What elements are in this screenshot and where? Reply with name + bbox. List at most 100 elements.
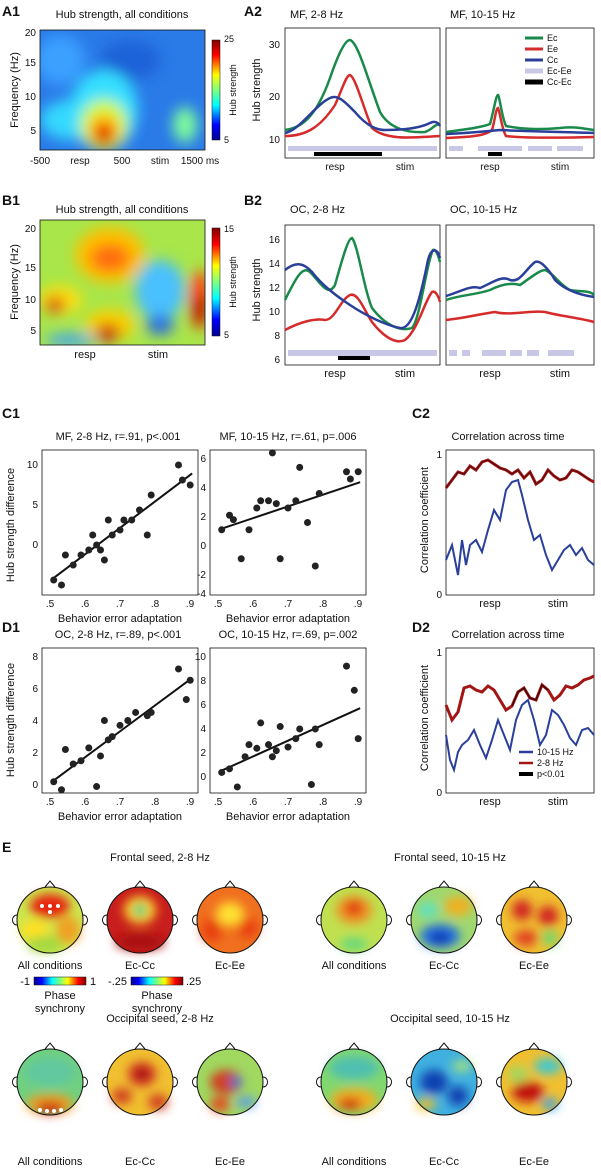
d1l-point-18 [186, 676, 194, 684]
c1-ylabel: Hub strength difference [5, 468, 17, 582]
c2-title: Correlation across time [451, 431, 564, 443]
c1-right-ytick-m2: -2 [197, 570, 206, 581]
a1-cbar-min: 5 [224, 135, 229, 145]
d1-right-ytick-2: 2 [200, 748, 206, 759]
legend-ec-ee: Ec-Ee [547, 66, 572, 76]
c1r-point-0 [218, 526, 226, 534]
a2-ytick-30: 30 [269, 40, 281, 51]
c1l-point-3 [69, 561, 77, 569]
b2-left-xtick-resp: resp [324, 368, 345, 380]
d2-title: Correlation across time [451, 629, 564, 641]
panel-label-d2: D2 [412, 619, 430, 635]
d2-plot: 1 0 10-15 Hz 2-8 Hz p<0.01 resp stim [436, 647, 595, 808]
d1r-point-18 [350, 686, 358, 694]
e-cbar1 [33, 976, 87, 986]
c1-right-ytick-4: 4 [200, 483, 206, 494]
b2-left-xtick-stim: stim [395, 368, 415, 380]
a1-heatmap [40, 30, 205, 150]
c1r-point-8 [268, 449, 276, 457]
c1-left-xtick-5: .5 [46, 599, 55, 610]
c1-right-xtick-7: .7 [284, 599, 293, 610]
e-cbar1-caption-1: Phase [44, 990, 75, 1002]
b2-right-plot: resp stim [445, 224, 595, 380]
d1-left-ytick-2: 2 [32, 748, 38, 759]
b1-cbar-min: 5 [224, 330, 229, 340]
c1l-point-7 [93, 541, 101, 549]
c1l-point-20 [186, 481, 194, 489]
e-o28-label-ecee: Ec-Ee [215, 1156, 245, 1168]
b1-ytick-15: 15 [25, 263, 37, 274]
c1-right-xlabel: Behavior error adaptation [226, 613, 350, 625]
e-f28-label-all: All conditions [18, 960, 83, 972]
a2-sig-bar-cc-ec [314, 152, 382, 156]
c1r-point-5 [253, 504, 261, 512]
e-cbar1-min: -1 [20, 976, 30, 988]
c1-left-ytick-5: 5 [32, 500, 38, 511]
d2-line-10-15 [445, 698, 595, 774]
c1-right-xtick-6: .6 [249, 599, 258, 610]
d2-ytick-1: 1 [436, 648, 442, 659]
d1l-point-1 [58, 786, 65, 794]
c2-xtick-stim: stim [548, 598, 568, 610]
a2-ytick-20: 20 [269, 92, 281, 103]
c1-left-xlabel: Behavior error adaptation [58, 613, 182, 625]
d1r-point-3 [241, 753, 249, 761]
b2-right-xtick-stim: stim [550, 368, 570, 380]
d1r-point-16 [315, 741, 323, 749]
a2-legend: Ec Ee Cc Ec-Ee Cc-Ec [525, 33, 572, 87]
e-f1015-label-ecee: Ec-Ee [519, 960, 549, 972]
d2-xtick-stim: stim [548, 796, 568, 808]
a1-xtick-m500: -500 [30, 156, 50, 167]
d1r-point-2 [233, 783, 241, 791]
a2-right-line-ee [445, 106, 595, 140]
a2-sig-bar-ec-ee [288, 146, 437, 151]
a1-xtick-resp: resp [70, 156, 90, 167]
a2-left-line-ee [284, 73, 441, 139]
c1l-point-13 [120, 516, 128, 524]
d1-ylabel: Hub strength difference [5, 663, 17, 777]
a2-left-line-cc [284, 95, 442, 135]
d1l-point-0 [50, 778, 58, 786]
d1l-point-7 [97, 752, 104, 760]
c1r-point-2 [229, 516, 237, 524]
topomap-occipital-10-15-ec-cc [406, 1042, 482, 1116]
b2-ytick-12: 12 [269, 283, 281, 294]
c1-left-xtick-7: .7 [116, 599, 125, 610]
c1-right-xtick-8: .8 [319, 599, 328, 610]
d1-left-xtick-8: .8 [151, 797, 160, 808]
c1-left-title: MF, 2-8 Hz, r=.91, p<.001 [56, 431, 181, 443]
b1-cbar-label: Hub strength [228, 256, 238, 308]
d1-right-xtick-9: .9 [354, 797, 363, 808]
d1-left-xtick-9: .9 [186, 797, 195, 808]
c1-right-xtick-5: .5 [214, 599, 223, 610]
b1-title: Hub strength, all conditions [56, 204, 189, 216]
a2-right-xtick-stim: stim [551, 162, 569, 173]
c2-sig-outline [445, 459, 591, 489]
b1-xtick-stim: stim [148, 349, 168, 361]
b1-ytick-5: 5 [30, 326, 36, 337]
d1-right-ytick-4: 4 [200, 724, 206, 735]
d2-legend-2-8: 2-8 Hz [537, 758, 564, 768]
d1-left-xtick-6: .6 [81, 797, 90, 808]
c1-left-xtick-6: .6 [81, 599, 90, 610]
b2-ytick-14: 14 [269, 259, 281, 270]
legend-cc-ec: Cc-Ec [547, 77, 572, 87]
d1r-point-0 [218, 768, 226, 776]
c1r-point-10 [276, 555, 284, 563]
d2-xtick-resp: resp [479, 796, 500, 808]
d1-right-xtick-7: .7 [284, 797, 293, 808]
c1r-point-3 [237, 555, 245, 563]
c2-xtick-resp: resp [479, 598, 500, 610]
e-f1015-label-all: All conditions [322, 960, 387, 972]
a1-xtick-1500: 1500 ms [181, 156, 219, 167]
c1l-point-1 [58, 581, 65, 589]
d1-right-ytick-8: 8 [200, 676, 206, 687]
topomap-occipital-10-15-all [316, 1042, 392, 1116]
b2-right-title: OC, 10-15 Hz [450, 204, 517, 216]
c1r-point-14 [304, 519, 311, 526]
panel-label-c1: C1 [2, 405, 20, 421]
a2-left-xtick-resp: resp [325, 162, 345, 173]
d1r-point-13 [296, 725, 304, 733]
d1-right-xlabel: Behavior error adaptation [226, 811, 350, 823]
